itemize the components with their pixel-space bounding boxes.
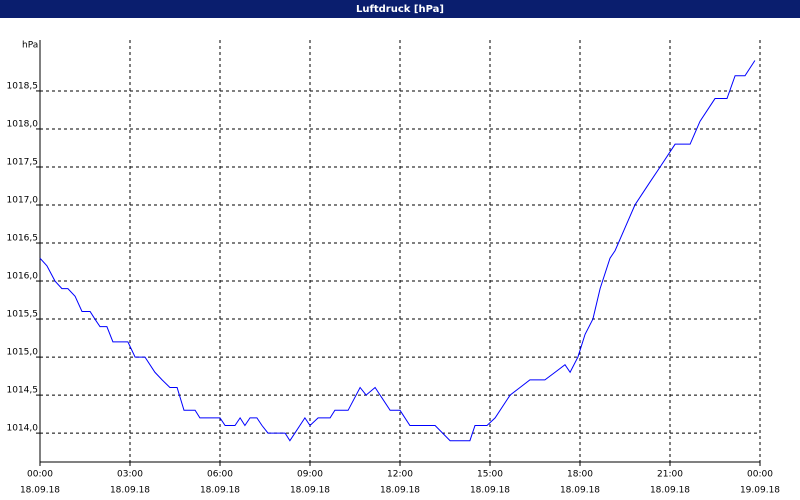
x-tick-label: 15:00 [477, 470, 503, 480]
chart-title: Luftdruck [hPa] [356, 4, 444, 15]
x-tick-date: 18.09.18 [380, 486, 420, 496]
x-tick-date: 18.09.18 [20, 486, 60, 496]
y-tick-label: 1014,5 [7, 386, 39, 396]
x-tick-label: 09:00 [297, 470, 323, 480]
y-tick-label: 1018,0 [7, 119, 39, 129]
title-bar [0, 0, 800, 18]
x-tick-label: 18:00 [567, 470, 593, 480]
x-tick-date: 18.09.18 [200, 486, 240, 496]
x-tick-label: 06:00 [207, 470, 233, 480]
y-unit: hPa [22, 41, 38, 51]
x-tick-label: 03:00 [117, 470, 143, 480]
data-line [39, 60, 756, 442]
x-tick-date: 18.09.18 [110, 486, 150, 496]
y-tick-label: 1017,5 [7, 157, 39, 167]
x-tick-date: 18.09.18 [470, 486, 510, 496]
x-tick-label: 12:00 [387, 470, 413, 480]
x-tick-date: 18.09.18 [290, 486, 330, 496]
y-tick-label: 1016,5 [7, 234, 39, 244]
y-tick-label: 1015,5 [7, 310, 39, 320]
x-tick-date: 18.09.18 [650, 486, 690, 496]
y-tick-label: 1016,0 [7, 272, 39, 282]
x-tick-label: 21:00 [657, 470, 683, 480]
y-tick-label: 1017,0 [7, 195, 39, 205]
y-tick-label: 1014,0 [7, 424, 39, 434]
x-tick-label: 00:00 [27, 470, 53, 480]
y-tick-label: 1015,0 [7, 348, 39, 358]
y-tick-label: 1018,5 [7, 81, 39, 91]
x-tick-label: 00:00 [747, 470, 773, 480]
x-tick-date: 18.09.18 [560, 486, 600, 496]
x-tick-date: 19.09.18 [740, 486, 780, 496]
